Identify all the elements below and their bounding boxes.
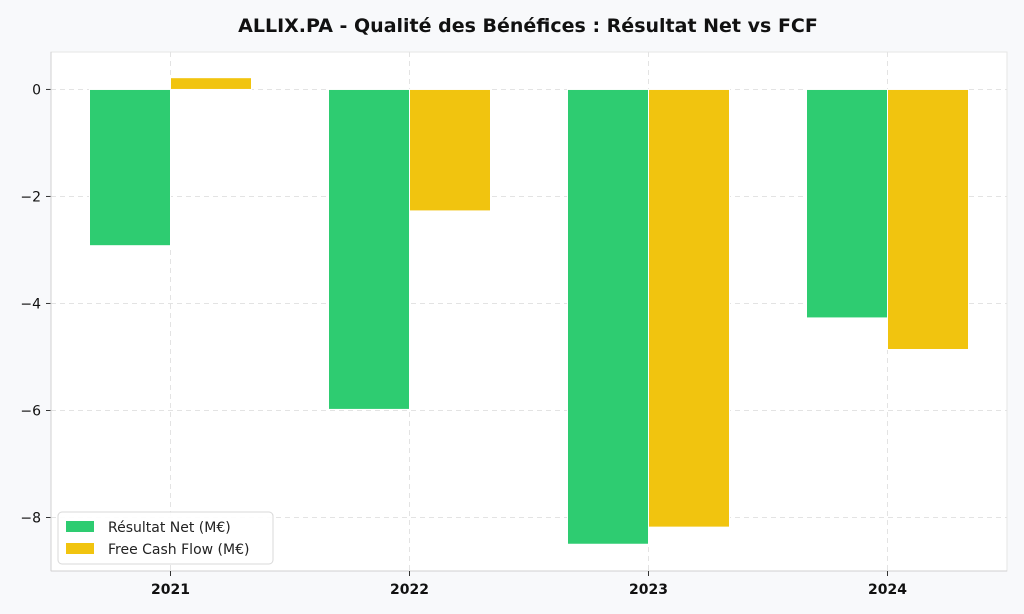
y-axis: 0 −2 −4 −6 −8 (20, 52, 52, 571)
bar-fcf-2024 (887, 88, 969, 350)
chart-title: ALLIX.PA - Qualité des Bénéfices : Résul… (238, 15, 818, 37)
y-tick-label: −4 (20, 296, 41, 312)
legend-swatch (66, 521, 94, 532)
bar-fcf-2022 (409, 88, 491, 212)
bars (89, 77, 969, 545)
x-tick-label: 2024 (868, 582, 907, 598)
x-tick-label: 2021 (151, 582, 190, 598)
y-tick-label: −8 (20, 510, 41, 526)
legend: Résultat Net (M€) Free Cash Flow (M€) (57, 511, 274, 565)
bar-resultat-net-2024 (806, 88, 888, 319)
legend-box (57, 511, 274, 565)
y-tick-label: 0 (32, 82, 41, 98)
x-axis: 2021 2022 2023 2024 (51, 570, 1007, 598)
bar-resultat-net-2022 (328, 88, 410, 410)
bar-resultat-net-2023 (567, 88, 649, 545)
y-tick-label: −6 (20, 403, 41, 419)
bar-fcf-2021 (170, 77, 252, 90)
legend-label: Résultat Net (M€) (108, 520, 231, 536)
legend-swatch (66, 543, 94, 554)
x-tick-label: 2022 (390, 582, 429, 598)
legend-label: Free Cash Flow (M€) (108, 542, 249, 558)
bar-fcf-2023 (648, 88, 730, 528)
y-tick-label: −2 (20, 189, 41, 205)
bar-resultat-net-2021 (89, 88, 171, 247)
x-tick-label: 2023 (629, 582, 668, 598)
